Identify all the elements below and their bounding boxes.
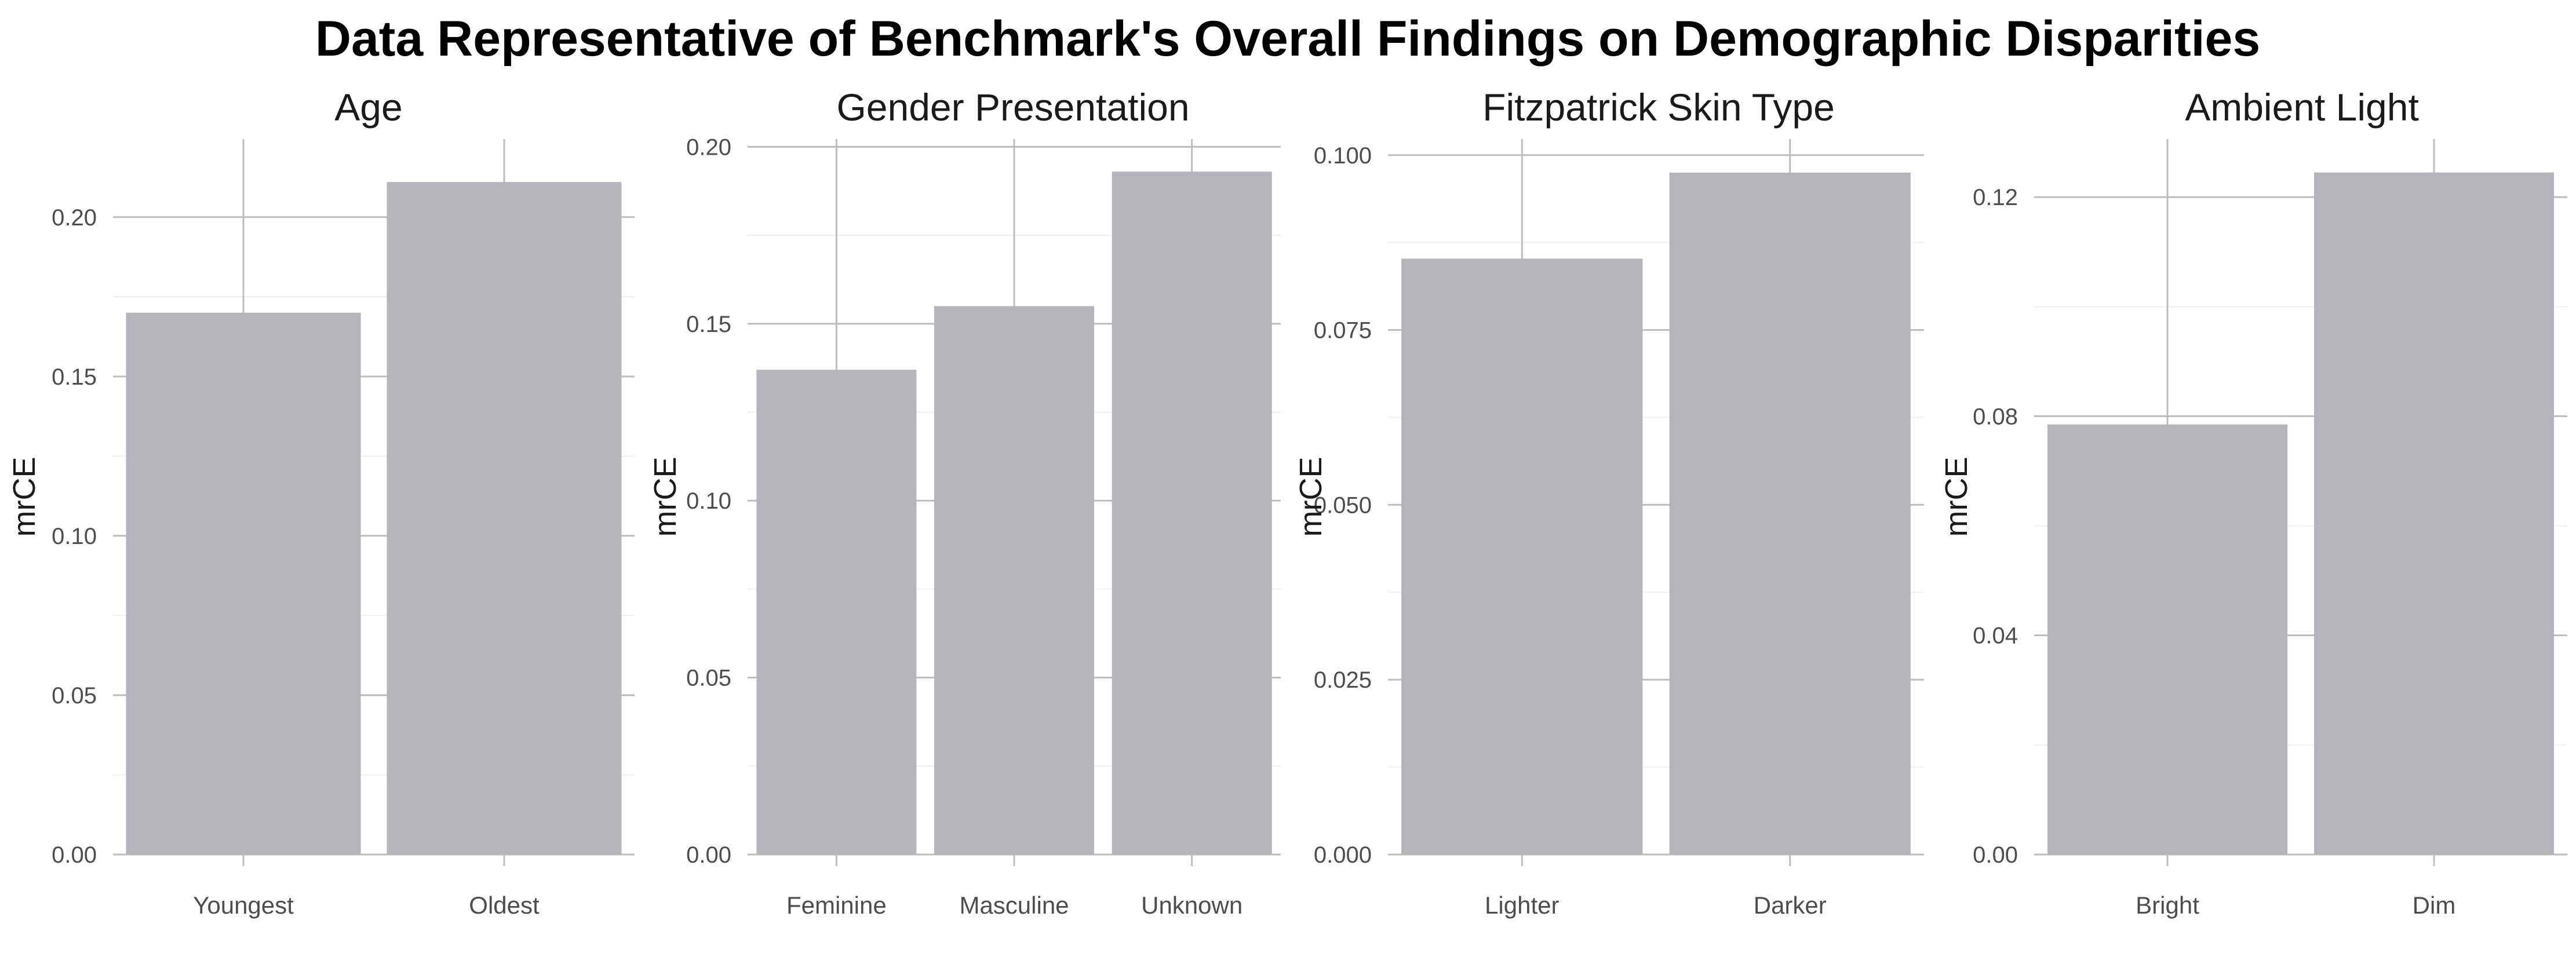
y-tick-label: 0.025	[1314, 667, 1372, 693]
y-tick-label: 0.100	[1314, 143, 1372, 169]
y-axis-label: mrCE	[1294, 457, 1328, 537]
bar	[126, 312, 361, 855]
y-axis-label: mrCE	[648, 457, 683, 537]
bar	[387, 182, 622, 855]
bar	[1401, 258, 1643, 855]
x-tick-label: Feminine	[786, 892, 887, 919]
panel-title: Ambient Light	[2185, 86, 2419, 129]
y-tick-label: 0.000	[1314, 842, 1372, 868]
x-tick-label: Masculine	[959, 892, 1069, 919]
bar	[756, 370, 917, 855]
x-tick-label: Lighter	[1485, 892, 1559, 919]
panel-title: Age	[334, 86, 402, 129]
chart-panel: 0.00 0.05 0.10 0.15 0.20 Feminine Masculine Unk…	[648, 86, 1281, 919]
y-tick-label: 0.12	[1973, 185, 2018, 210]
y-tick-label: 0.15	[686, 312, 731, 337]
bar	[2047, 424, 2287, 855]
y-tick-label: 0.05	[52, 683, 97, 709]
y-tick-label: 0.15	[52, 364, 97, 390]
x-tick-label: Darker	[1754, 892, 1827, 919]
x-tick-label: Bright	[2136, 892, 2199, 919]
y-tick-label: 0.20	[686, 134, 731, 160]
bar	[1669, 172, 1911, 855]
y-tick-label: 0.10	[686, 488, 731, 514]
y-tick-label: 0.20	[52, 205, 97, 231]
y-tick-label: 0.00	[686, 842, 731, 868]
bar	[934, 306, 1094, 855]
chart-panel: 0.000 0.025 0.050 0.075 0.100 Lighter Darker Fi…	[1294, 86, 1924, 919]
y-tick-label: 0.075	[1314, 318, 1372, 344]
chart-panel: 0.00 0.04 0.08 0.12 Bright Dim Ambient Light mr…	[1939, 86, 2567, 919]
y-tick-label: 0.00	[52, 842, 97, 868]
panel-title: Gender Presentation	[836, 86, 1189, 129]
panel-title: Fitzpatrick Skin Type	[1482, 86, 1835, 129]
x-tick-label: Unknown	[1141, 892, 1243, 919]
x-tick-label: Oldest	[469, 892, 540, 919]
x-tick-label: Youngest	[193, 892, 294, 919]
chart-panel: 0.00 0.05 0.10 0.15 0.20 Youngest Oldest Age mrC…	[7, 86, 635, 919]
y-tick-label: 0.00	[1973, 842, 2018, 868]
y-tick-label: 0.05	[686, 666, 731, 691]
x-tick-label: Dim	[2413, 892, 2456, 919]
chart-panels: 0.00 0.05 0.10 0.15 0.20 Youngest Oldest Age mrC…	[7, 86, 2567, 919]
y-tick-label: 0.04	[1973, 623, 2018, 649]
y-axis-label: mrCE	[1939, 457, 1974, 537]
y-tick-label: 0.050	[1314, 492, 1372, 518]
y-axis-label: mrCE	[7, 457, 42, 537]
bar	[2314, 172, 2554, 855]
y-tick-label: 0.10	[52, 524, 97, 549]
y-tick-label: 0.08	[1973, 404, 2018, 429]
chart-main-title: Data Representative of Benchmark's Overa…	[315, 11, 2260, 67]
bar	[1112, 171, 1272, 855]
